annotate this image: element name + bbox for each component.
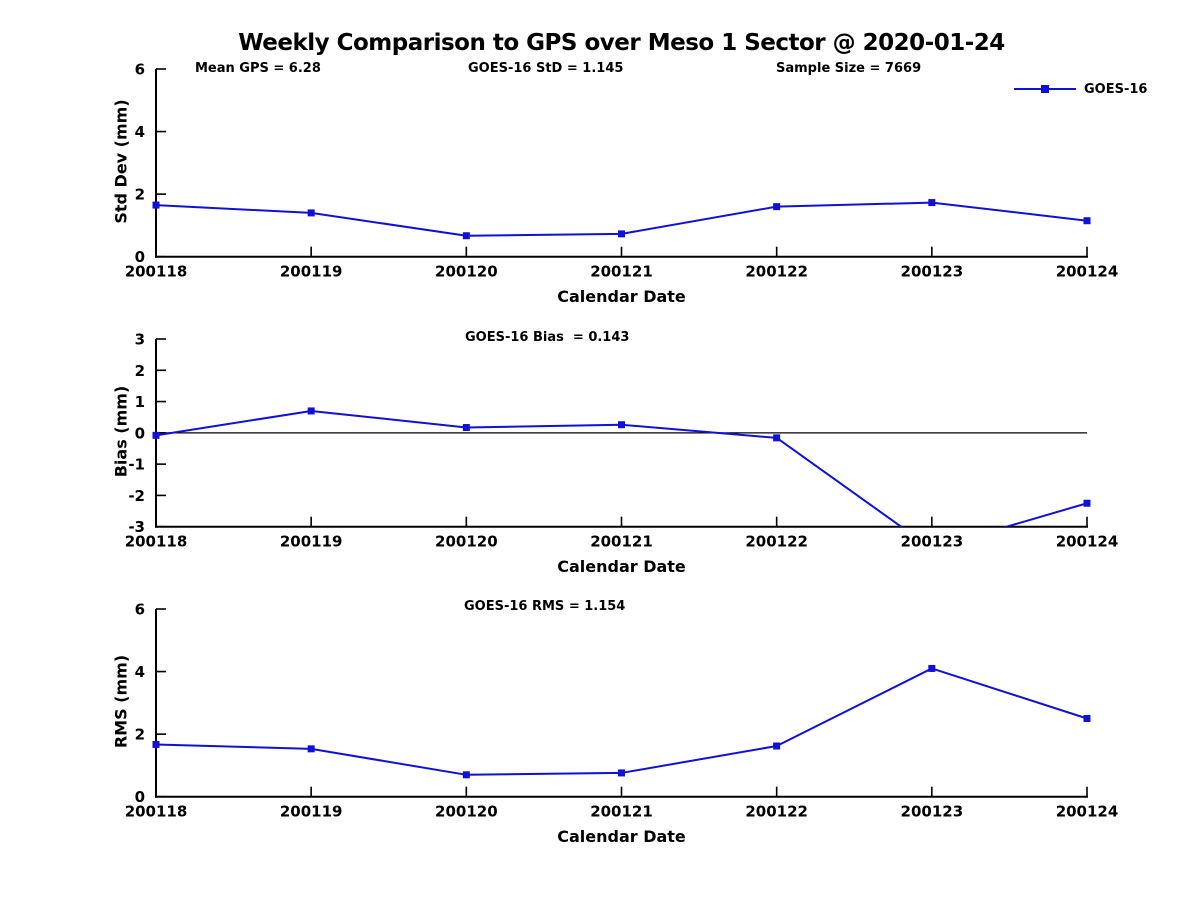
- data-point-marker: [152, 431, 160, 439]
- y-tick-label: 0: [135, 424, 145, 442]
- y-axis-label-rms: RMS (mm): [111, 654, 131, 749]
- x-tick-label: 200119: [280, 803, 343, 821]
- x-tick-label: 200121: [590, 533, 653, 551]
- x-tick-label: 200124: [1056, 263, 1119, 281]
- y-tick-label: 4: [135, 123, 145, 141]
- x-axis-label-1: Calendar Date: [557, 287, 686, 306]
- data-point-marker: [1083, 499, 1091, 507]
- subplot-std-dev: 0 2 4 6 200118 200119 200120 200121 200122 200123…: [125, 61, 1119, 281]
- x-tick-label: 200119: [280, 533, 343, 551]
- data-point-marker: [307, 407, 315, 415]
- y-tick-label: 0: [135, 788, 145, 806]
- data-line: [155, 667, 1088, 776]
- x-tick-label: 200119: [280, 263, 343, 281]
- data-point-marker: [1083, 714, 1091, 722]
- y-tick-label: 2: [135, 362, 145, 380]
- x-tick-label: 200122: [745, 263, 808, 281]
- chart-title: Weekly Comparison to GPS over Meso 1 Sec…: [238, 30, 1005, 56]
- y-tick-label: 2: [135, 186, 145, 204]
- x-tick-label: 200118: [125, 263, 188, 281]
- x-tick-label: 200122: [745, 533, 808, 551]
- data-point-marker: [773, 203, 781, 211]
- x-tick-label: 200123: [901, 803, 964, 821]
- y-tick-label: -1: [128, 456, 145, 474]
- x-tick-label: 200123: [901, 533, 964, 551]
- x-tick-label: 200118: [125, 803, 188, 821]
- legend-line-marker-icon: [1014, 85, 1076, 93]
- series-goes-16: [152, 407, 1091, 527]
- data-point-marker: [618, 421, 625, 429]
- legend: [1012, 82, 1082, 96]
- y-tick-label: 1: [135, 393, 145, 411]
- x-tick-label: 200120: [435, 533, 498, 551]
- x-tick-label: 200124: [1056, 803, 1119, 821]
- data-point-marker: [462, 771, 470, 779]
- data-point-marker: [928, 664, 936, 672]
- data-point-marker: [773, 742, 781, 750]
- x-tick-label: 200123: [901, 263, 964, 281]
- x-tick-label: 200120: [435, 803, 498, 821]
- x-tick-label: 200124: [1056, 533, 1119, 551]
- x-axis-label-3: Calendar Date: [557, 827, 686, 846]
- data-point-marker: [307, 209, 315, 217]
- x-tick-label: 200121: [590, 263, 653, 281]
- y-tick-label: -2: [128, 487, 145, 505]
- annotation-goes16-rms: GOES-16 RMS = 1.154: [464, 599, 626, 614]
- data-point-marker: [462, 424, 470, 432]
- data-line: [155, 409, 1088, 527]
- series-goes-16: [152, 199, 1091, 240]
- data-point-marker: [618, 230, 625, 238]
- y-tick-label: 6: [135, 601, 145, 619]
- y-axis-label-bias: Bias (mm): [111, 385, 131, 478]
- annotation-goes16-bias: GOES-16 Bias = 0.143: [465, 330, 630, 345]
- data-point-marker: [307, 745, 315, 753]
- x-tick-label: 200121: [590, 803, 653, 821]
- annotation-sample-size: Sample Size = 7669: [776, 61, 922, 76]
- data-point-marker: [152, 740, 160, 748]
- x-tick-label: 200120: [435, 263, 498, 281]
- y-tick-label: 2: [135, 726, 145, 744]
- subplot-rms: 0 2 4 6 200118 200119 200120 200121 200122 200123…: [125, 601, 1119, 821]
- data-point-marker: [462, 232, 470, 240]
- x-tick-label: 200122: [745, 803, 808, 821]
- x-axis-label-2: Calendar Date: [557, 557, 686, 576]
- data-point-marker: [618, 769, 625, 777]
- y-tick-label: -3: [128, 518, 145, 536]
- y-tick-label: 3: [135, 331, 145, 349]
- annotation-mean-gps: Mean GPS = 6.28: [195, 61, 321, 76]
- y-axis-label-std-dev: Std Dev (mm): [111, 99, 131, 224]
- series-goes-16: [152, 664, 1091, 779]
- y-tick-label: 4: [135, 663, 145, 681]
- x-tick-label: 200118: [125, 533, 188, 551]
- data-point-marker: [928, 199, 936, 207]
- subplot-bias: -3 -2 -1 0 1 2 3 200118 200119 200120 200121 200122…: [125, 331, 1119, 551]
- y-tick-label: 6: [135, 61, 145, 79]
- legend-label: GOES-16: [1084, 82, 1148, 97]
- data-point-marker: [1083, 217, 1091, 225]
- data-point-marker: [773, 434, 781, 442]
- data-point-marker: [152, 201, 160, 209]
- y-tick-label: 0: [135, 248, 145, 266]
- annotation-goes16-std: GOES-16 StD = 1.145: [468, 61, 624, 76]
